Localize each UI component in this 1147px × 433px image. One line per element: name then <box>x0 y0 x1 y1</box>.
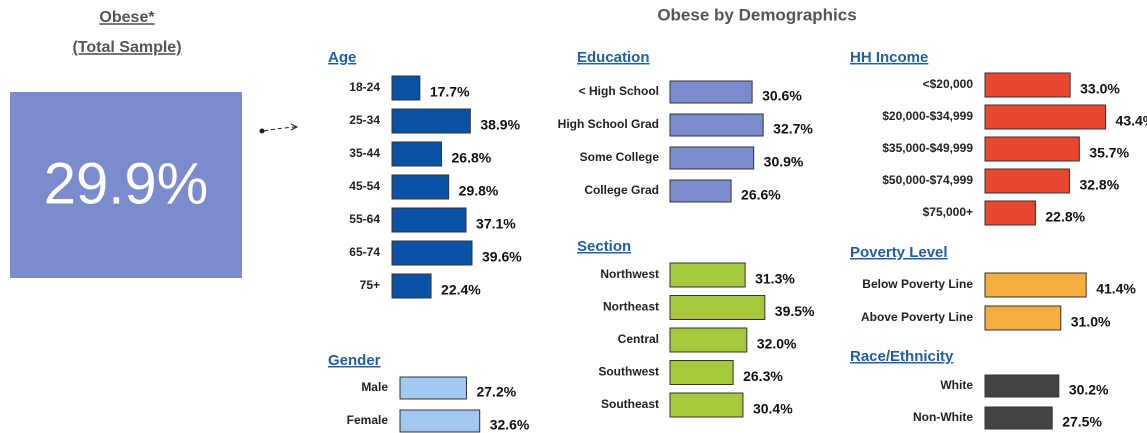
value-label: 32.8% <box>1079 177 1119 193</box>
value-label: 30.2% <box>1069 382 1109 398</box>
bar <box>391 108 471 134</box>
value-label: 22.4% <box>441 282 481 298</box>
summary-value: 29.9% <box>44 151 208 216</box>
value-label: 30.4% <box>753 401 793 417</box>
category-label: 45-54 <box>349 179 380 193</box>
bar <box>984 104 1107 130</box>
value-label: 31.3% <box>755 271 795 287</box>
value-label: 35.7% <box>1089 145 1129 161</box>
bar <box>399 409 481 433</box>
panel-title: Age <box>328 49 356 66</box>
value-label: 17.7% <box>430 84 470 100</box>
arrow-head <box>290 123 299 131</box>
page-title: Obese by Demographics <box>657 5 856 24</box>
category-label: 35-44 <box>349 146 380 160</box>
value-label: 26.3% <box>743 368 783 384</box>
bar <box>984 200 1036 226</box>
panel-title: Race/Ethnicity <box>850 348 954 365</box>
bar <box>984 72 1071 98</box>
value-label: 32.6% <box>490 417 530 433</box>
category-label: Some College <box>580 150 660 164</box>
category-label: Above Poverty Line <box>861 310 973 324</box>
bar <box>391 75 421 101</box>
bar <box>984 374 1060 398</box>
value-label: 41.4% <box>1096 281 1136 297</box>
category-label: Female <box>347 413 389 427</box>
value-label: 30.9% <box>764 154 804 170</box>
value-label: 29.8% <box>459 183 499 199</box>
value-label: 39.6% <box>482 249 522 265</box>
category-label: 75+ <box>360 278 380 292</box>
category-label: College Grad <box>584 183 659 197</box>
summary-subtitle: (Total Sample) <box>72 39 181 56</box>
category-label: < High School <box>579 84 659 98</box>
bar <box>669 327 748 353</box>
bar <box>669 146 755 170</box>
panel-title: Section <box>577 238 631 255</box>
value-label: 32.7% <box>773 121 813 137</box>
category-label: Northeast <box>603 300 659 314</box>
bar <box>669 262 746 288</box>
category-label: 18-24 <box>349 80 380 94</box>
category-label: $50,000-$74,999 <box>882 173 973 187</box>
summary-box <box>10 92 242 278</box>
bar <box>984 272 1087 298</box>
value-label: 37.1% <box>476 216 516 232</box>
value-label: 38.9% <box>480 117 520 133</box>
category-label: Below Poverty Line <box>862 277 973 291</box>
value-label: 39.5% <box>775 303 815 319</box>
bar <box>391 240 473 266</box>
value-label: 33.0% <box>1080 81 1120 97</box>
category-label: White <box>940 378 973 392</box>
panel-title: Gender <box>328 352 381 369</box>
bar <box>984 168 1070 194</box>
arrow <box>263 126 297 132</box>
value-label: 43.4% <box>1116 113 1147 129</box>
category-label: Southwest <box>598 365 659 379</box>
category-label: Northwest <box>600 267 659 281</box>
value-label: 26.8% <box>452 150 492 166</box>
category-label: Male <box>361 380 388 394</box>
value-label: 22.8% <box>1045 209 1085 225</box>
bar <box>399 376 467 400</box>
bar <box>984 305 1062 331</box>
category-label: 55-64 <box>349 212 380 226</box>
category-label: High School Grad <box>558 117 659 131</box>
value-label: 30.6% <box>762 88 802 104</box>
bar <box>669 80 753 104</box>
value-label: 31.0% <box>1071 314 1111 330</box>
category-label: 25-34 <box>349 113 380 127</box>
category-label: 65-74 <box>349 245 380 259</box>
bar <box>391 141 443 167</box>
value-label: 27.5% <box>1062 414 1102 430</box>
category-label: Non-White <box>913 410 973 424</box>
category-label: <$20,000 <box>923 77 974 91</box>
bar <box>669 295 766 320</box>
value-label: 27.2% <box>476 384 516 400</box>
category-label: Central <box>618 332 659 346</box>
category-label: $20,000-$34,999 <box>882 109 973 123</box>
bar <box>669 360 734 385</box>
category-label: Southeast <box>601 397 659 411</box>
bar <box>669 392 744 418</box>
value-label: 26.6% <box>741 187 781 203</box>
panel-title: HH Income <box>850 49 928 66</box>
panel-title: Education <box>577 49 650 66</box>
value-label: 32.0% <box>757 336 797 352</box>
arrow-dot <box>259 128 265 134</box>
summary-title: Obese* <box>99 9 155 26</box>
bar <box>984 406 1053 430</box>
category-label: $75,000+ <box>923 205 973 219</box>
bar <box>391 174 450 200</box>
category-label: $35,000-$49,999 <box>882 141 973 155</box>
bar <box>391 207 467 233</box>
panel-title: Poverty Level <box>850 244 948 261</box>
bar <box>669 113 764 137</box>
bar <box>984 136 1080 162</box>
bar <box>669 179 732 203</box>
bar <box>391 273 432 299</box>
